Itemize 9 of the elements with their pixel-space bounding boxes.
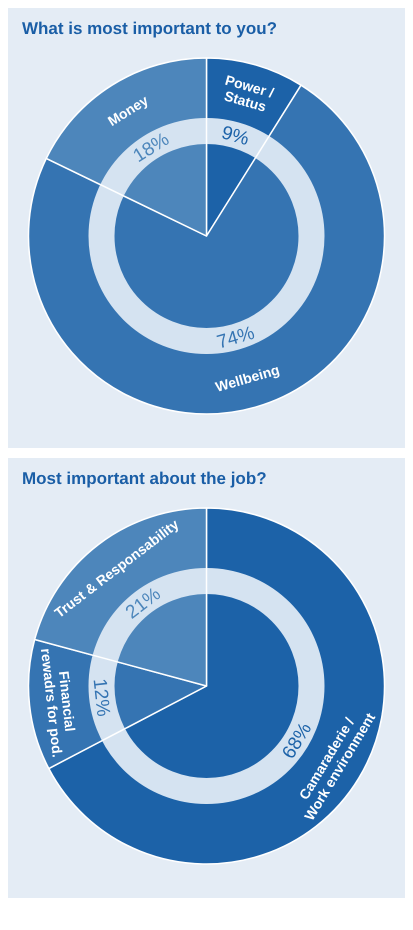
chart-title: Most important about the job?	[22, 469, 267, 488]
data-label: 74%	[214, 322, 258, 354]
chart-title: What is most important to you?	[22, 19, 277, 38]
data-label: 18%	[130, 128, 174, 167]
data-label: 21%	[122, 584, 165, 624]
data-label: 9%	[219, 122, 252, 150]
slice-label: Financial rewadrs for pod.	[38, 648, 78, 758]
data-label: 12%	[88, 677, 114, 718]
slice-label: Power / Status	[222, 72, 276, 115]
